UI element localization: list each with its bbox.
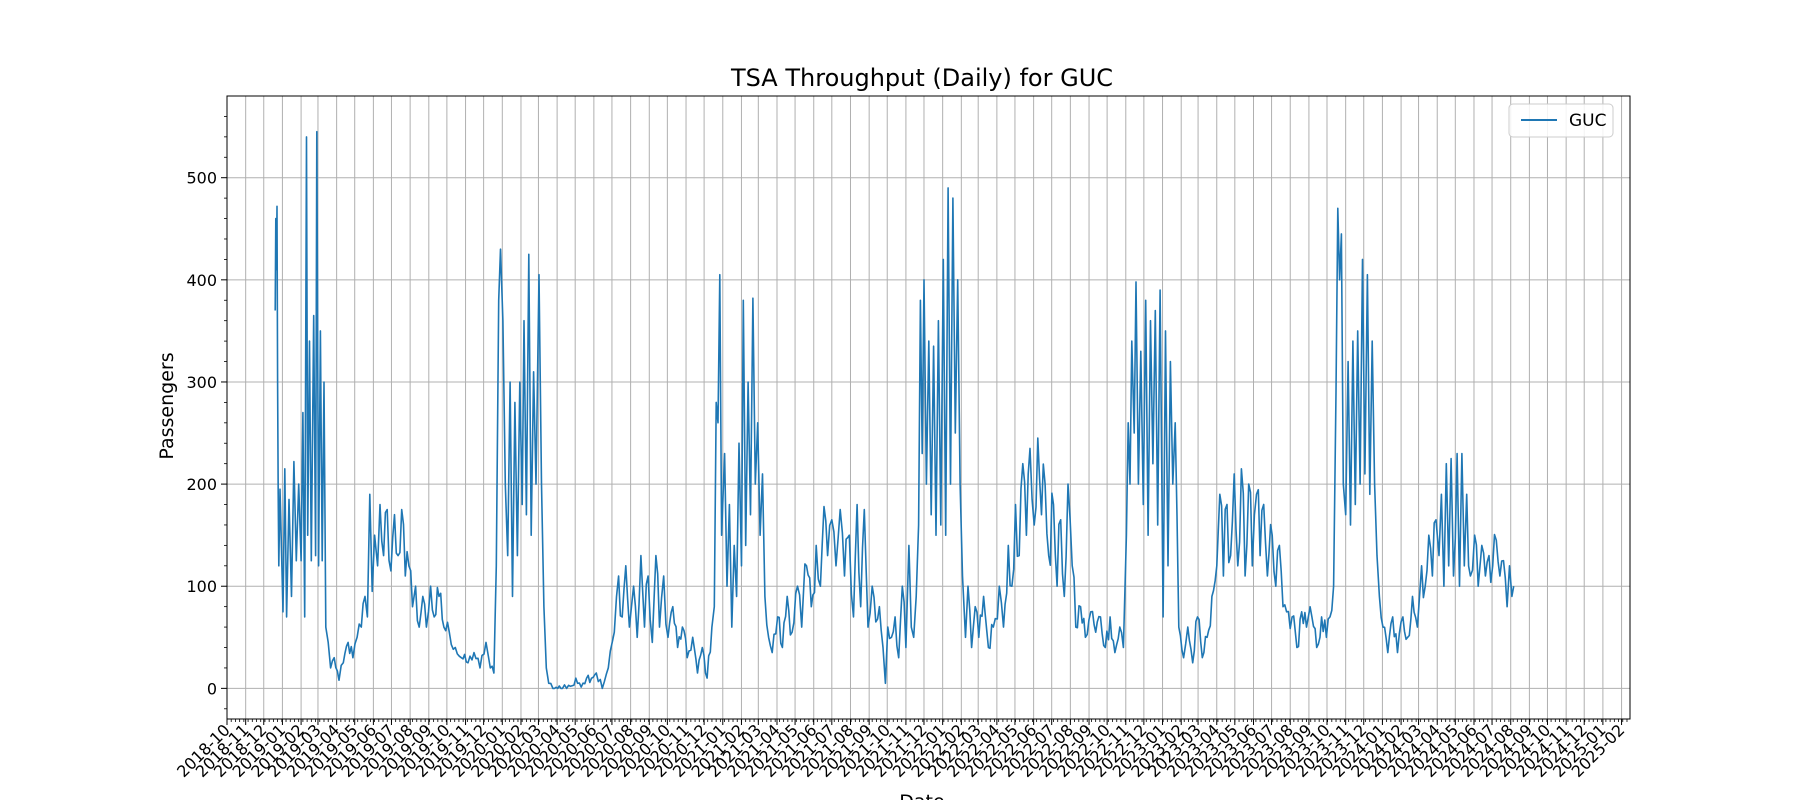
y-tick-label: 100 (186, 577, 217, 596)
plot-area-frame (226, 95, 1631, 720)
grid-lines (226, 96, 1630, 719)
y-tick-label: 400 (186, 271, 217, 290)
y-tick-label: 200 (186, 475, 217, 494)
y-axis: 0 100 200 300 400 500 (186, 116, 227, 710)
legend: GUC (1508, 103, 1614, 138)
y-axis-title: Passengers (156, 352, 178, 459)
y-tick-label: 0 (207, 679, 217, 698)
legend-label-guc: GUC (1569, 111, 1607, 131)
y-tick-label: 300 (186, 373, 217, 392)
x-axis: 2018-102018-112018-122019-012019-022019-… (173, 719, 1628, 781)
chart-title: TSA Throughput (Daily) for GUC (730, 64, 1113, 92)
legend-box (1508, 103, 1614, 138)
x-axis-title: Date (899, 791, 944, 800)
series-line-guc (274, 130, 1515, 690)
y-tick-label: 500 (186, 169, 217, 188)
